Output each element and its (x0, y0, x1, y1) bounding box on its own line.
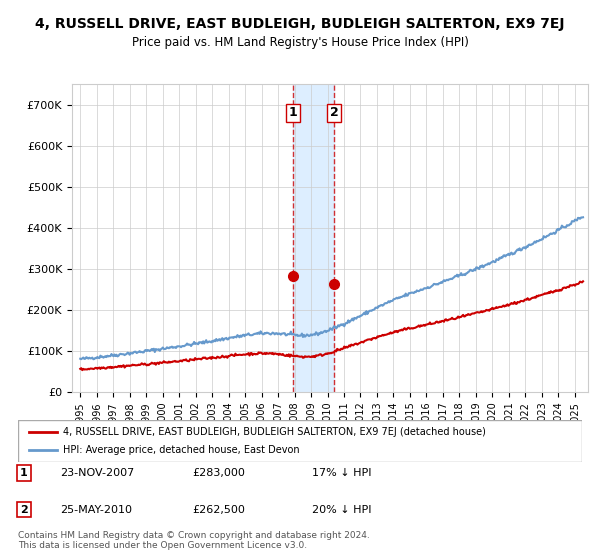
Text: 1: 1 (20, 468, 28, 478)
Text: 4, RUSSELL DRIVE, EAST BUDLEIGH, BUDLEIGH SALTERTON, EX9 7EJ: 4, RUSSELL DRIVE, EAST BUDLEIGH, BUDLEIG… (35, 17, 565, 31)
Text: HPI: Average price, detached house, East Devon: HPI: Average price, detached house, East… (63, 445, 300, 455)
Text: 20% ↓ HPI: 20% ↓ HPI (312, 505, 371, 515)
Text: 17% ↓ HPI: 17% ↓ HPI (312, 468, 371, 478)
Text: £262,500: £262,500 (192, 505, 245, 515)
Text: 23-NOV-2007: 23-NOV-2007 (60, 468, 134, 478)
Text: £283,000: £283,000 (192, 468, 245, 478)
Text: 25-MAY-2010: 25-MAY-2010 (60, 505, 132, 515)
Text: Price paid vs. HM Land Registry's House Price Index (HPI): Price paid vs. HM Land Registry's House … (131, 36, 469, 49)
Text: 1: 1 (289, 106, 297, 119)
FancyBboxPatch shape (18, 420, 582, 462)
Text: 2: 2 (330, 106, 338, 119)
Text: 4, RUSSELL DRIVE, EAST BUDLEIGH, BUDLEIGH SALTERTON, EX9 7EJ (detached house): 4, RUSSELL DRIVE, EAST BUDLEIGH, BUDLEIG… (63, 427, 486, 437)
Text: 2: 2 (20, 505, 28, 515)
Text: Contains HM Land Registry data © Crown copyright and database right 2024.
This d: Contains HM Land Registry data © Crown c… (18, 530, 370, 550)
Bar (293, 84, 334, 392)
